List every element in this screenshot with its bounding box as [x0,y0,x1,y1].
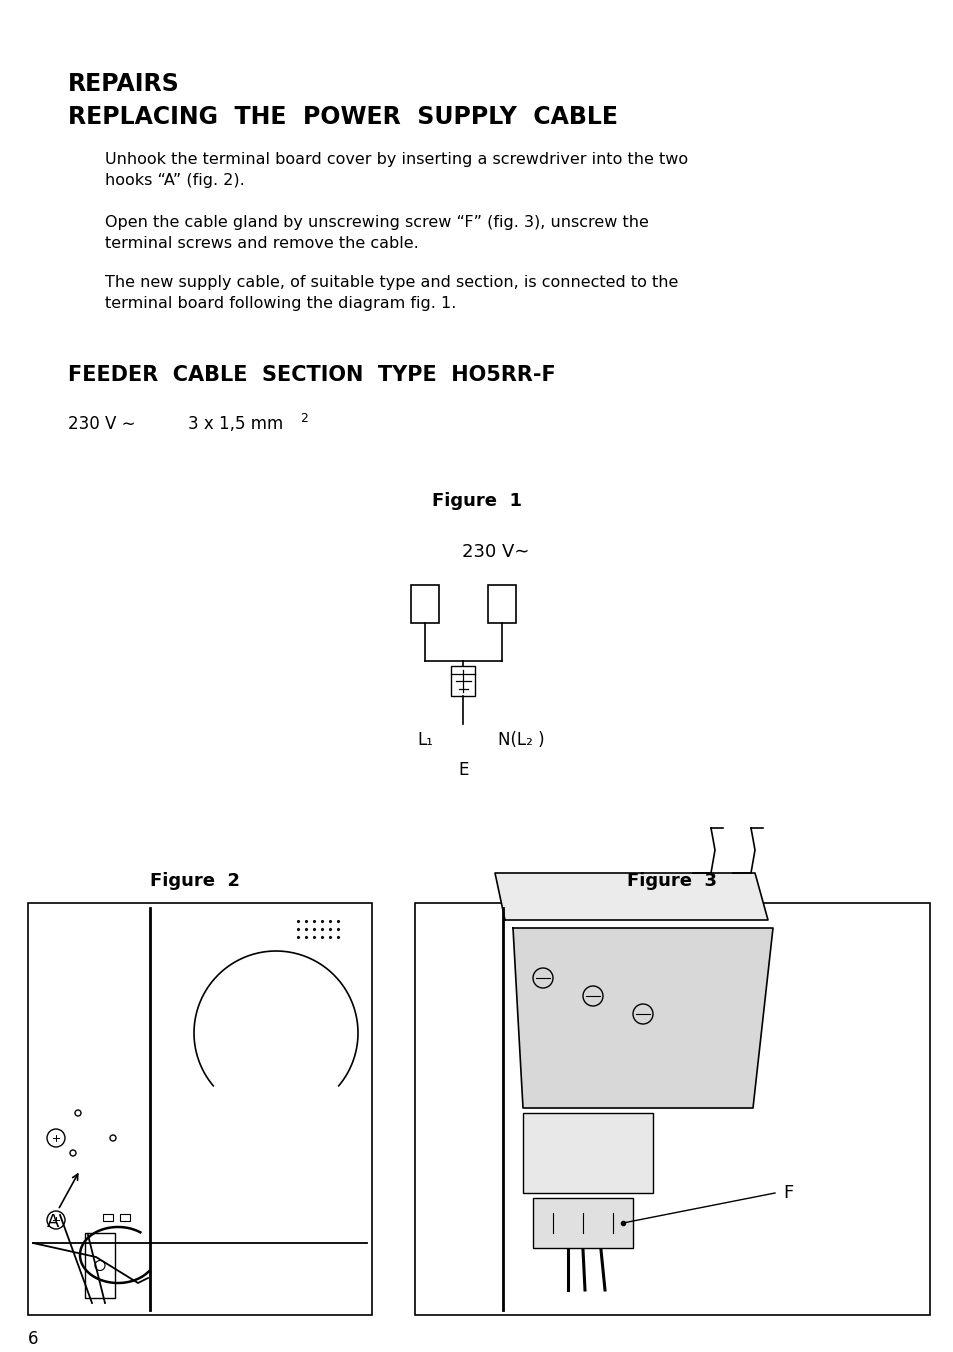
Text: N(L₂ ): N(L₂ ) [497,731,544,749]
Text: Unhook the terminal board cover by inserting a screwdriver into the two
hooks “A: Unhook the terminal board cover by inser… [105,151,687,188]
Text: Figure  3: Figure 3 [626,872,717,890]
Text: 230 V ∼: 230 V ∼ [68,415,135,433]
Bar [85,1233,115,1298]
Text: 3 x 1,5 mm: 3 x 1,5 mm [188,415,283,433]
Text: 2: 2 [299,412,308,425]
Polygon shape [513,927,772,1109]
Text: FEEDER  CABLE  SECTION  TYPE  HO5RR-F: FEEDER CABLE SECTION TYPE HO5RR-F [68,365,556,385]
Text: 6: 6 [28,1330,38,1348]
Bar [533,1198,633,1248]
Bar [411,585,438,623]
Text: Figure  1: Figure 1 [432,492,521,510]
Bar [488,585,516,623]
Bar [120,1214,130,1221]
Text: REPLACING  THE  POWER  SUPPLY  CABLE: REPLACING THE POWER SUPPLY CABLE [68,105,618,128]
Text: E: E [457,761,468,779]
Polygon shape [495,873,767,919]
Text: The new supply cable, of suitable type and section, is connected to the
terminal: The new supply cable, of suitable type a… [105,274,678,311]
Bar [415,903,929,1315]
Text: Figure  2: Figure 2 [150,872,240,890]
Text: REPAIRS: REPAIRS [68,72,179,96]
Bar [451,667,475,696]
Bar [522,1113,652,1192]
Text: L₁: L₁ [416,731,433,749]
Text: Open the cable gland by unscrewing screw “F” (fig. 3), unscrew the
terminal scre: Open the cable gland by unscrewing screw… [105,215,648,251]
Bar [103,1214,112,1221]
Bar [28,903,372,1315]
Text: F: F [782,1184,792,1202]
Text: A: A [47,1213,59,1232]
Text: 230 V∼: 230 V∼ [461,544,529,561]
